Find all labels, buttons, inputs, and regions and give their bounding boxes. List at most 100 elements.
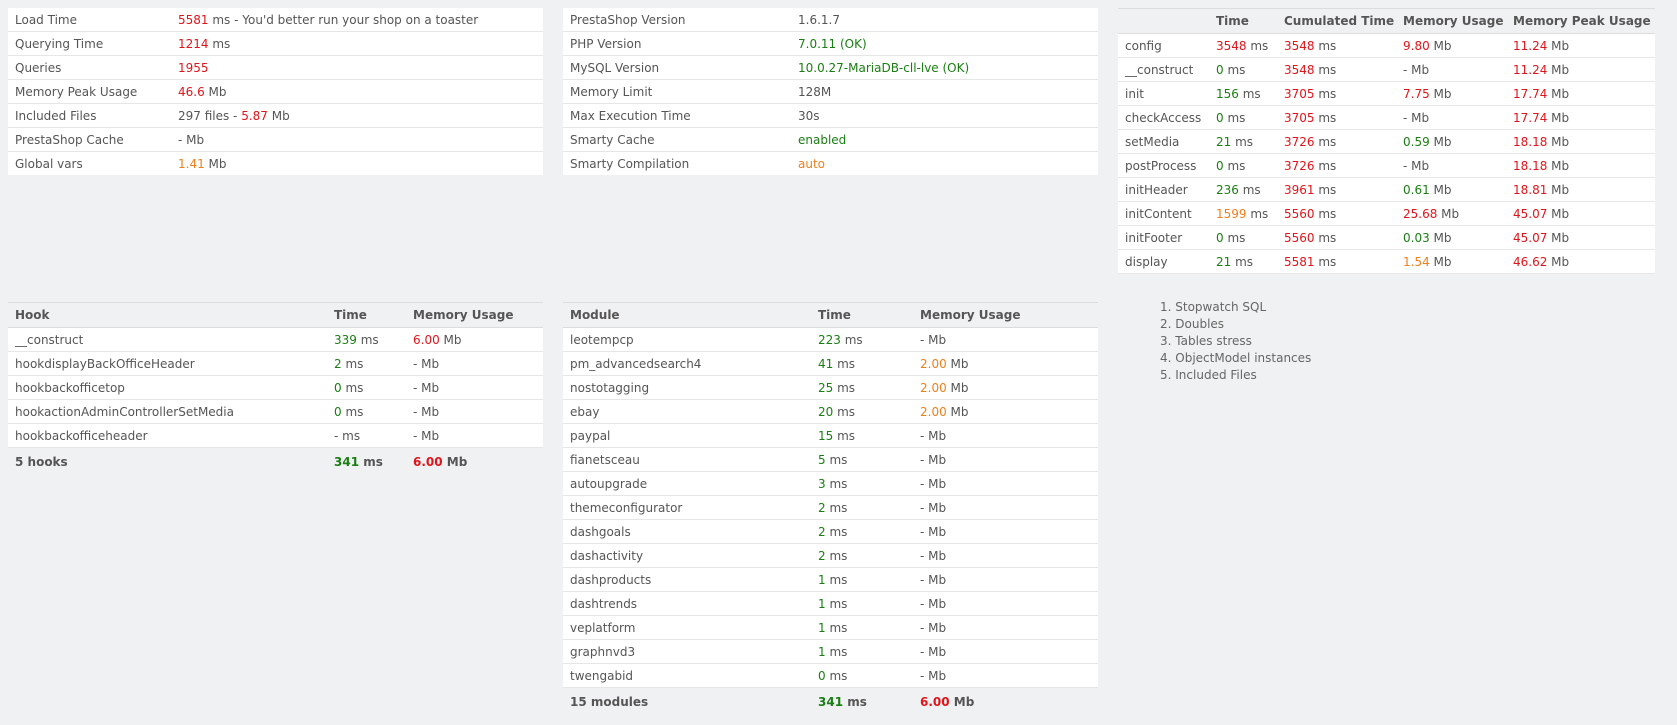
modules-time: 1 ms xyxy=(811,639,913,664)
modules-row: dashtrends 1 ms - Mb xyxy=(563,591,1098,616)
step-memory-peak-number: 45.07 xyxy=(1513,230,1548,245)
modules-time: 2 ms xyxy=(811,495,913,520)
hooks-name: hookbackofficeheader xyxy=(8,423,327,448)
modules-memory-usage-number: - xyxy=(920,596,925,611)
config-label: Smarty Cache xyxy=(563,127,791,152)
profiling-link[interactable]: 3. Tables stress xyxy=(1160,334,1252,348)
value-part: 10.0.27-MariaDB-cll-lve (OK) xyxy=(798,60,970,75)
step-memory-peak: 45.07 Mb xyxy=(1506,201,1655,226)
hooks-time: 0 ms xyxy=(327,375,406,400)
hooks-panel: Hook Time Memory Usage __construct 339 ms 6.… xyxy=(8,302,543,475)
step-memory-peak-number: 18.18 xyxy=(1513,158,1548,173)
hooks-name: hookactionAdminControllerSetMedia xyxy=(8,399,327,424)
step-time-number: 21 xyxy=(1216,134,1232,149)
hooks-memory-usage-number: 6.00 xyxy=(413,332,440,347)
step-time-number: 21 xyxy=(1216,254,1232,269)
modules-memory-usage-number: - xyxy=(920,668,925,683)
step-cumulated-time-unit: ms xyxy=(1314,206,1337,221)
modules-time: 0 ms xyxy=(811,663,913,688)
step-memory-peak-number: 46.62 xyxy=(1513,254,1548,269)
modules-column-header: Module xyxy=(563,302,811,328)
modules-row: nostotagging 25 ms 2.00 Mb xyxy=(563,375,1098,400)
step-cumulated-time-number: 3548 xyxy=(1284,38,1315,53)
modules-time-unit: ms xyxy=(825,620,848,635)
profiling-link[interactable]: 1. Stopwatch SQL xyxy=(1160,300,1267,314)
steps-row: __construct 0 ms 3548 ms - Mb 11.24 Mb xyxy=(1118,57,1655,82)
step-cumulated-time: 5581 ms xyxy=(1277,249,1396,274)
step-cumulated-time: 3705 ms xyxy=(1277,105,1396,130)
step-memory-usage: 25.68 Mb xyxy=(1396,201,1506,226)
modules-time: 5 ms xyxy=(811,447,913,472)
hooks-total-memory: 6.00 Mb xyxy=(406,447,543,475)
step-time: 21 ms xyxy=(1209,249,1277,274)
config-label: Max Execution Time xyxy=(563,103,791,128)
modules-time-unit: ms xyxy=(825,500,848,515)
steps-row: postProcess 0 ms 3726 ms - Mb 18.18 Mb xyxy=(1118,153,1655,178)
step-memory-peak-number: 17.74 xyxy=(1513,110,1548,125)
step-time-number: 0 xyxy=(1216,158,1224,173)
modules-time-unit: ms xyxy=(825,548,848,563)
value-part: 1955 xyxy=(178,60,209,75)
step-memory-peak-unit: Mb xyxy=(1547,230,1570,245)
step-time-unit: ms xyxy=(1231,134,1254,149)
value-part: Mb xyxy=(267,108,290,123)
step-memory-usage-unit: Mb xyxy=(1437,206,1460,221)
step-time-number: 0 xyxy=(1216,62,1224,77)
modules-header-row: Module Time Memory Usage xyxy=(563,302,1098,328)
hooks-memory-usage-unit: Mb xyxy=(417,356,440,371)
profiling-link[interactable]: 4. ObjectModel instances xyxy=(1160,351,1312,365)
modules-time-unit: ms xyxy=(833,356,856,371)
config-row: Max Execution Time 30s xyxy=(563,103,1098,128)
config-value: 10.0.27-MariaDB-cll-lve (OK) xyxy=(791,55,1098,80)
modules-time: 1 ms xyxy=(811,615,913,640)
profiling-link[interactable]: 5. Included Files xyxy=(1160,368,1257,382)
summary-label: Load Time xyxy=(8,8,171,32)
step-memory-peak: 45.07 Mb xyxy=(1506,225,1655,250)
step-cumulated-time-unit: ms xyxy=(1314,110,1337,125)
step-memory-peak-unit: Mb xyxy=(1547,158,1570,173)
step-cumulated-time-number: 5560 xyxy=(1284,230,1315,245)
modules-name: nostotagging xyxy=(563,375,811,400)
modules-memory-usage-number: - xyxy=(920,524,925,539)
hooks-row: hookbackofficeheader - ms - Mb xyxy=(8,423,543,448)
config-row: PrestaShop Version 1.6.1.7 xyxy=(563,8,1098,32)
hooks-time-unit: ms xyxy=(341,404,364,419)
step-name: config xyxy=(1118,33,1209,58)
value-part: Mb xyxy=(204,84,227,99)
modules-memory-usage-number: - xyxy=(920,452,925,467)
modules-memory-usage: - Mb xyxy=(913,423,1098,448)
modules-table: Module Time Memory Usage leotempcp 223 ms - … xyxy=(563,302,1098,715)
step-memory-peak-number: 17.74 xyxy=(1513,86,1548,101)
modules-time-number: 25 xyxy=(818,380,834,395)
config-value: 7.0.11 (OK) xyxy=(791,31,1098,56)
summary-label: PrestaShop Cache xyxy=(8,127,171,152)
step-memory-usage-number: 0.59 xyxy=(1403,134,1430,149)
modules-memory-usage-unit: Mb xyxy=(924,452,947,467)
steps-panel: Time Cumulated Time Memory Usage Memory Pea… xyxy=(1118,8,1655,274)
hooks-name: hookdisplayBackOfficeHeader xyxy=(8,351,327,376)
step-cumulated-time-number: 3961 xyxy=(1284,182,1315,197)
profiling-link[interactable]: 2. Doubles xyxy=(1160,317,1225,331)
hooks-time: 0 ms xyxy=(327,399,406,424)
modules-memory-usage-unit: Mb xyxy=(924,500,947,515)
hooks-memory-usage-number: - xyxy=(413,404,418,419)
step-time: 236 ms xyxy=(1209,177,1277,202)
modules-time-unit: ms xyxy=(833,380,856,395)
modules-name: twengabid xyxy=(563,663,811,688)
summary-row: Included Files 297 files - 5.87 Mb xyxy=(8,103,543,128)
summary-value: 46.6 Mb xyxy=(171,79,543,104)
modules-row: leotempcp 223 ms - Mb xyxy=(563,327,1098,352)
step-memory-usage-unit: Mb xyxy=(1407,110,1430,125)
hooks-memory-usage-unit: Mb xyxy=(417,428,440,443)
step-time: 21 ms xyxy=(1209,129,1277,154)
step-memory-peak-number: 18.81 xyxy=(1513,182,1548,197)
summary-value: 1955 xyxy=(171,55,543,80)
step-name: init xyxy=(1118,81,1209,106)
hooks-time-unit: ms xyxy=(341,356,364,371)
summary-value: 5581 ms - You'd better run your shop on … xyxy=(171,8,543,32)
modules-name: graphnvd3 xyxy=(563,639,811,664)
modules-row: autoupgrade 3 ms - Mb xyxy=(563,471,1098,496)
hooks-column-header: Time xyxy=(327,302,406,328)
step-memory-usage-number: - xyxy=(1403,158,1408,173)
hooks-time-unit: ms xyxy=(338,428,361,443)
